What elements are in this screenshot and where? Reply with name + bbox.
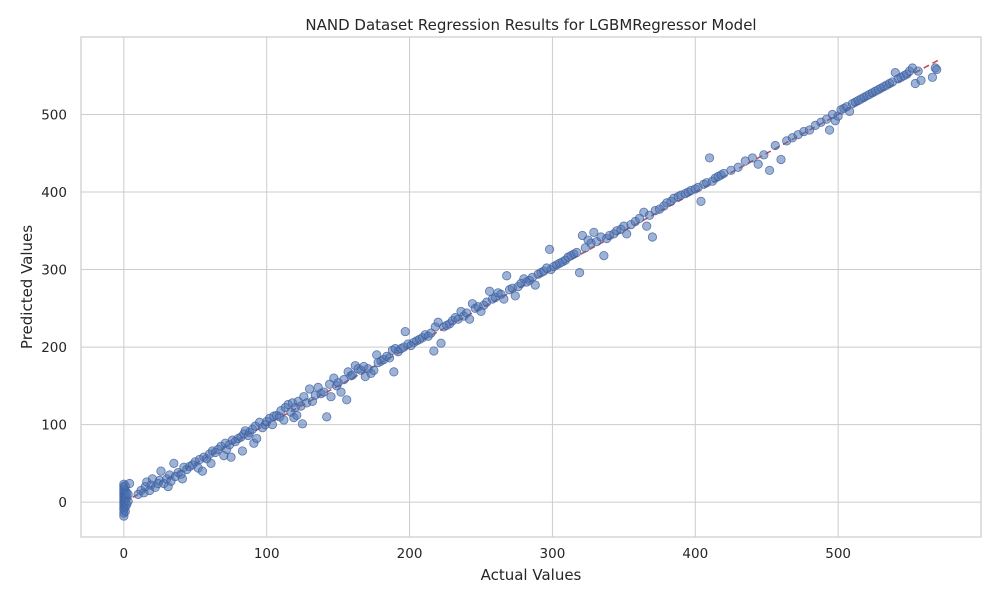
data-point bbox=[169, 458, 179, 468]
data-point bbox=[206, 458, 216, 468]
x-tick-label: 500 bbox=[825, 546, 851, 562]
data-point bbox=[544, 244, 555, 255]
data-point bbox=[759, 150, 769, 160]
data-point bbox=[326, 392, 336, 402]
x-tick-label: 200 bbox=[397, 546, 423, 562]
data-point bbox=[696, 196, 706, 206]
y-tick-label: 400 bbox=[41, 185, 67, 201]
data-point bbox=[574, 268, 585, 278]
y-tick-label: 500 bbox=[41, 108, 67, 124]
y-tick-label: 300 bbox=[41, 263, 67, 279]
data-point bbox=[572, 247, 582, 258]
data-point bbox=[622, 229, 632, 239]
data-point bbox=[339, 375, 349, 385]
data-point bbox=[252, 433, 262, 444]
data-point bbox=[297, 419, 308, 429]
x-tick-label: 0 bbox=[120, 546, 129, 562]
data-point bbox=[124, 478, 135, 489]
data-point bbox=[824, 125, 835, 135]
data-point bbox=[753, 159, 763, 169]
data-point bbox=[197, 466, 208, 476]
data-point bbox=[764, 165, 775, 175]
data-point bbox=[342, 395, 352, 405]
data-point bbox=[384, 353, 395, 363]
data-point bbox=[747, 153, 758, 163]
data-point bbox=[426, 328, 436, 338]
data-point bbox=[322, 412, 332, 422]
data-point bbox=[502, 271, 512, 281]
data-point bbox=[642, 221, 652, 231]
data-point bbox=[156, 466, 166, 476]
data-point bbox=[304, 384, 315, 394]
x-tick-label: 300 bbox=[540, 546, 566, 562]
data-point bbox=[369, 365, 379, 375]
data-point bbox=[932, 64, 942, 75]
data-point bbox=[336, 387, 346, 397]
x-tick-label: 100 bbox=[254, 546, 280, 562]
data-point bbox=[733, 162, 743, 172]
data-point bbox=[347, 370, 358, 380]
data-point bbox=[237, 446, 248, 456]
y-tick-label: 0 bbox=[58, 495, 67, 511]
y-tick-label: 200 bbox=[41, 340, 67, 356]
data-point bbox=[389, 367, 399, 377]
grid-lines bbox=[81, 37, 981, 537]
data-point bbox=[123, 489, 133, 499]
data-point bbox=[599, 251, 609, 261]
data-point bbox=[704, 153, 715, 163]
y-axis-label: Predicted Values bbox=[18, 225, 36, 349]
data-point bbox=[770, 140, 780, 151]
data-point bbox=[927, 72, 938, 82]
data-point bbox=[436, 338, 446, 348]
data-point bbox=[916, 75, 926, 86]
data-point bbox=[499, 294, 509, 304]
x-tick-label: 400 bbox=[682, 546, 708, 562]
data-point bbox=[429, 346, 439, 356]
data-point bbox=[267, 419, 278, 430]
points-layer bbox=[119, 63, 942, 521]
data-point bbox=[634, 213, 645, 223]
x-tick-labels: 0 100 200 300 400 500 bbox=[120, 546, 851, 562]
data-point bbox=[530, 280, 540, 290]
data-point bbox=[844, 106, 855, 117]
data-point bbox=[589, 227, 599, 237]
data-point bbox=[464, 314, 475, 324]
data-point bbox=[279, 415, 289, 425]
data-point bbox=[226, 452, 236, 462]
x-axis-label: Actual Values bbox=[481, 566, 582, 584]
data-point bbox=[510, 291, 520, 301]
data-point bbox=[400, 326, 410, 337]
plot-frame bbox=[80, 36, 982, 538]
data-point bbox=[292, 410, 302, 420]
data-point bbox=[647, 232, 658, 242]
data-point bbox=[776, 154, 786, 165]
chart-title: NAND Dataset Regression Results for LGBM… bbox=[305, 16, 756, 34]
data-point bbox=[177, 474, 188, 484]
y-tick-label: 100 bbox=[41, 418, 67, 434]
y-tick-labels: 0 100 200 300 400 500 bbox=[41, 108, 67, 512]
data-point bbox=[319, 387, 329, 397]
data-point bbox=[913, 66, 923, 76]
